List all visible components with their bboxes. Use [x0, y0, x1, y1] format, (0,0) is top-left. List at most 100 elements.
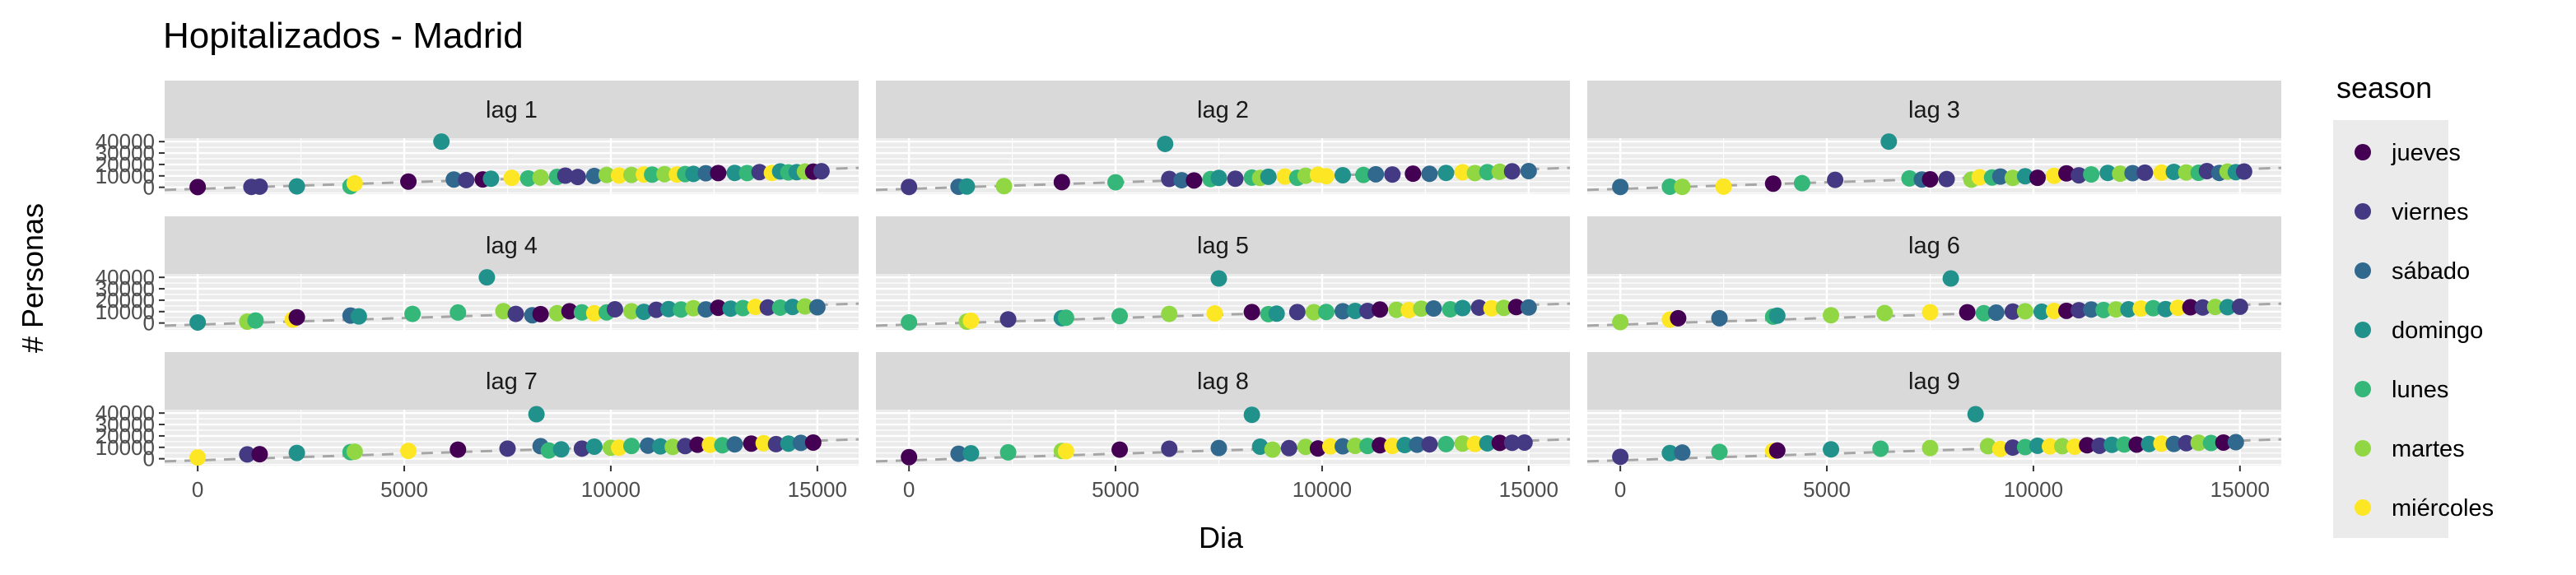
- data-point: [2033, 303, 2050, 320]
- data-point: [1173, 172, 1190, 189]
- data-point: [1612, 313, 1629, 331]
- data-point: [1876, 304, 1894, 322]
- data-point: [726, 165, 743, 182]
- data-point: [2095, 301, 2113, 318]
- data-point: [1305, 304, 1322, 321]
- data-point: [644, 166, 661, 183]
- data-point: [1959, 304, 1976, 321]
- data-point: [2178, 164, 2195, 181]
- data-point: [1388, 301, 1405, 318]
- data-point: [1186, 172, 1203, 189]
- y-tick-label: 30000: [95, 412, 155, 437]
- data-point: [901, 179, 918, 196]
- data-point: [1161, 170, 1178, 188]
- facet-strip: [165, 352, 859, 410]
- data-point: [499, 440, 516, 457]
- data-point: [2182, 299, 2199, 316]
- facet-strip: [876, 216, 1570, 274]
- data-point: [251, 178, 268, 195]
- data-point: [1413, 300, 1430, 318]
- data-point: [239, 446, 256, 463]
- x-axis-ticks: 0 5000 10000 15000 0 5000 10000 15000 0 5000 10000…: [192, 466, 2270, 502]
- data-point: [796, 298, 813, 315]
- data-point: [2165, 435, 2182, 452]
- data-point: [1251, 438, 1269, 455]
- data-point: [2227, 434, 2244, 451]
- data-point: [751, 164, 768, 181]
- data-point: [901, 448, 918, 466]
- data-point: [2157, 300, 2174, 318]
- data-point: [482, 170, 500, 188]
- data-point: [1674, 179, 1691, 196]
- data-point: [2029, 169, 2046, 187]
- y-tick-label: 0: [143, 311, 155, 336]
- data-point: [1280, 439, 1297, 457]
- data-point: [2071, 302, 2088, 319]
- data-point: [1520, 299, 1537, 316]
- facet-panel-8: lag 8: [875, 352, 1571, 466]
- data-point: [962, 445, 980, 462]
- data-point: [189, 313, 207, 331]
- data-point: [1206, 305, 1223, 322]
- y-tick-label: 0: [143, 175, 155, 200]
- data-point: [623, 303, 641, 320]
- data-point: [1317, 168, 1335, 185]
- data-point: [2029, 437, 2046, 454]
- legend-item: domingo: [2355, 318, 2483, 344]
- data-point: [747, 299, 764, 316]
- data-point: [677, 438, 694, 455]
- data-point: [433, 133, 450, 151]
- data-point: [1347, 437, 1364, 454]
- data-point: [2058, 302, 2075, 319]
- legend-swatch: [2355, 144, 2371, 160]
- y-tick-label: 30000: [95, 141, 155, 165]
- facet-panel-9: lag 9: [1586, 352, 2282, 466]
- data-point: [1967, 406, 1984, 423]
- data-point: [2116, 436, 2133, 453]
- data-point: [1942, 270, 1959, 287]
- y-tick-label: 20000: [95, 288, 155, 313]
- facet-strip: [1587, 81, 2281, 138]
- data-point: [1516, 434, 1533, 451]
- data-point: [673, 301, 690, 318]
- data-point: [445, 171, 463, 188]
- facet-strip-label: lag 1: [486, 97, 538, 123]
- data-point: [1372, 301, 1389, 318]
- data-point: [1384, 166, 1401, 183]
- data-point: [710, 165, 727, 182]
- facet-strip-label: lag 2: [1197, 97, 1249, 123]
- y-tick-label: 40000: [95, 265, 155, 290]
- legend-label: martes: [2392, 436, 2465, 462]
- data-point: [1161, 440, 1178, 457]
- data-point: [1359, 438, 1377, 455]
- data-point: [1454, 299, 1471, 317]
- x-tick-label: 10000: [1293, 477, 1352, 502]
- data-point: [1442, 301, 1459, 318]
- data-point: [1827, 171, 1844, 188]
- data-point: [767, 435, 785, 452]
- data-point: [1210, 439, 1227, 457]
- data-point: [450, 304, 467, 321]
- data-point: [2128, 436, 2145, 453]
- data-point: [1111, 308, 1129, 325]
- data-point: [2153, 164, 2170, 181]
- data-point: [585, 438, 603, 455]
- y-tick-label: 30000: [95, 276, 155, 301]
- data-point: [784, 299, 801, 316]
- data-point: [1466, 435, 1484, 452]
- data-point: [755, 434, 772, 452]
- data-point: [2202, 434, 2220, 452]
- data-point: [503, 169, 520, 187]
- data-point: [2016, 438, 2033, 456]
- data-point: [1823, 307, 1840, 324]
- data-point: [1264, 441, 1281, 458]
- data-point: [813, 163, 830, 180]
- facet-strip-label: lag 7: [486, 369, 538, 395]
- data-point: [450, 441, 467, 458]
- data-point: [995, 178, 1013, 195]
- data-point: [1901, 169, 1918, 187]
- x-tick-label: 5000: [380, 477, 428, 502]
- data-point: [1495, 299, 1512, 317]
- data-point: [519, 169, 537, 187]
- x-tick-label: 15000: [1499, 477, 1558, 502]
